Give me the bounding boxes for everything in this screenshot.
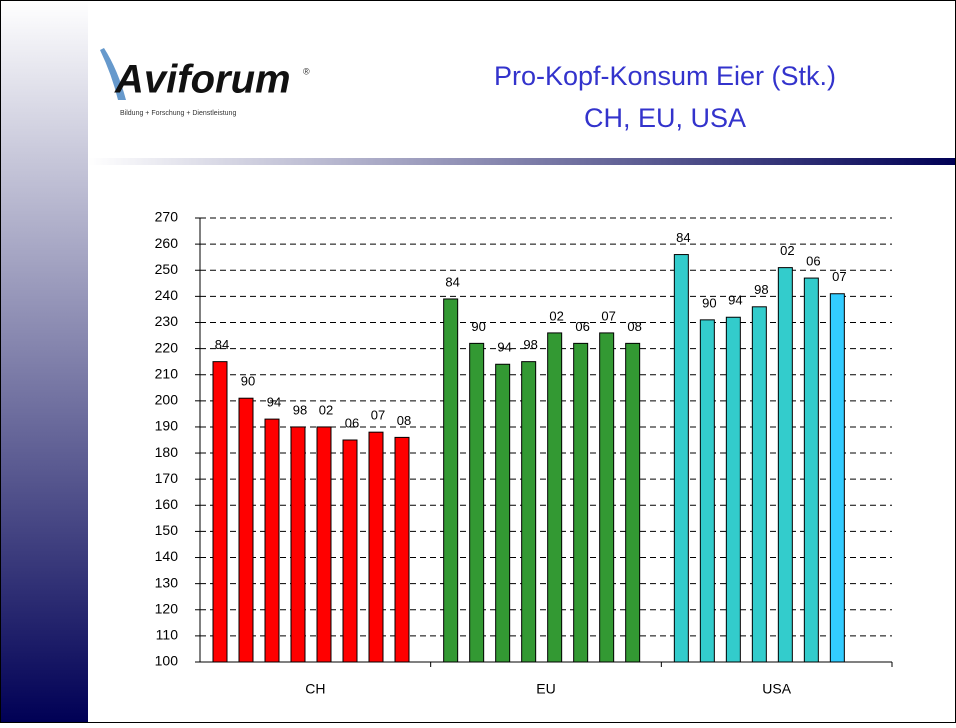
y-tick-label: 150 xyxy=(155,522,179,538)
bar xyxy=(573,342,589,663)
bar xyxy=(495,363,511,663)
y-tick-label: 250 xyxy=(155,261,179,277)
bar xyxy=(342,439,358,663)
y-tick-label: 100 xyxy=(155,653,179,669)
logo-tagline: Bildung + Forschung + Dienstleistung xyxy=(120,110,236,117)
bar-label: 98 xyxy=(523,337,537,352)
bar-label: 08 xyxy=(627,319,641,334)
bar-label: 02 xyxy=(319,402,333,417)
x-tick-label: USA xyxy=(762,681,791,697)
header-band xyxy=(88,158,956,165)
bar xyxy=(290,426,306,663)
bar xyxy=(547,332,563,663)
bar-label: 84 xyxy=(445,274,459,289)
bar xyxy=(443,298,459,663)
bar xyxy=(777,267,793,663)
bar-label: 98 xyxy=(754,282,768,297)
y-tick-label: 140 xyxy=(155,548,179,564)
bar xyxy=(238,397,254,663)
y-tick-label: 120 xyxy=(155,600,179,616)
bar xyxy=(725,316,741,663)
y-tick-label: 200 xyxy=(155,392,179,408)
bar xyxy=(699,319,715,663)
y-tick-label: 270 xyxy=(155,209,179,225)
bar xyxy=(521,361,537,663)
bar-label: 07 xyxy=(601,308,615,323)
bar xyxy=(469,342,485,663)
bar-label: 06 xyxy=(575,319,589,334)
y-tick-label: 130 xyxy=(155,574,179,590)
y-tick-label: 180 xyxy=(155,444,179,460)
bar-label: 84 xyxy=(215,337,229,352)
bar xyxy=(829,293,845,663)
y-tick-label: 210 xyxy=(155,365,179,381)
y-tick-label: 190 xyxy=(155,418,179,434)
bar-label: 98 xyxy=(293,402,307,417)
bar xyxy=(803,277,819,663)
y-tick-label: 220 xyxy=(155,339,179,355)
bar xyxy=(368,431,384,663)
bar-label: 94 xyxy=(497,340,511,355)
logo-mark: ® xyxy=(303,66,310,76)
y-tick-label: 170 xyxy=(155,470,179,486)
bar-label: 90 xyxy=(702,295,716,310)
bar xyxy=(751,306,767,663)
bar-label: 02 xyxy=(549,308,563,323)
side-band xyxy=(0,0,88,723)
bar-label: 06 xyxy=(345,415,359,430)
bar xyxy=(599,332,615,663)
bar-label: 07 xyxy=(371,408,385,423)
chart-subtitle: CH, EU, USA xyxy=(584,103,746,133)
bar-label: 02 xyxy=(780,243,794,258)
bar xyxy=(394,436,410,663)
bar-label: 90 xyxy=(241,374,255,389)
y-tick-label: 160 xyxy=(155,496,179,512)
bar xyxy=(264,418,280,663)
bar-label: 94 xyxy=(267,395,281,410)
bar xyxy=(673,254,689,663)
x-tick-label: EU xyxy=(536,681,555,697)
y-tick-label: 240 xyxy=(155,287,179,303)
bar-label: 84 xyxy=(676,230,690,245)
y-tick-label: 260 xyxy=(155,235,179,251)
bar-label: 06 xyxy=(806,254,820,269)
x-tick-label: CH xyxy=(305,681,325,697)
logo-swoosh xyxy=(100,48,126,100)
bar xyxy=(625,342,641,663)
bar xyxy=(212,361,228,663)
y-tick-label: 110 xyxy=(156,627,179,643)
bar xyxy=(316,426,332,663)
bar-label: 94 xyxy=(728,293,742,308)
y-tick-label: 230 xyxy=(155,313,179,329)
bar-label: 08 xyxy=(397,413,411,428)
bar-label: 07 xyxy=(832,269,846,284)
chart-title: Pro-Kopf-Konsum Eier (Stk.) xyxy=(494,61,836,91)
bar-label: 90 xyxy=(471,319,485,334)
logo-name: Aviforum xyxy=(114,58,291,102)
